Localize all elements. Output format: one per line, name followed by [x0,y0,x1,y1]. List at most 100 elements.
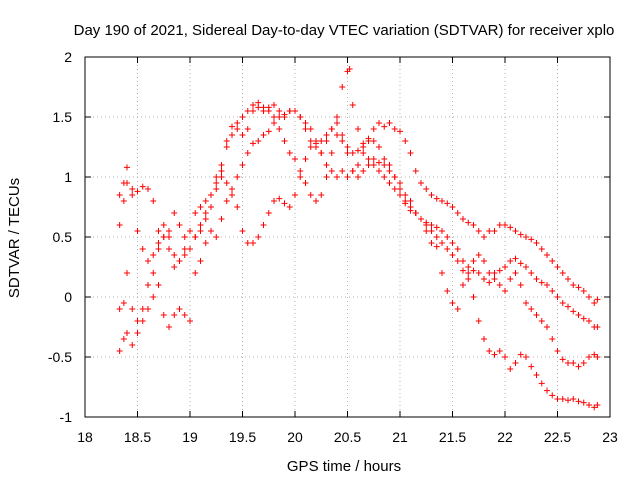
data-point [460,258,466,264]
data-point [244,150,251,156]
data-point [213,234,220,240]
data-point [591,300,598,306]
data-point [397,186,403,192]
data-point [120,198,127,204]
data-point [423,186,430,192]
data-point [208,192,214,198]
data-point [213,180,220,186]
data-point [323,174,330,180]
data-point [454,210,461,216]
data-point [129,192,136,198]
data-point [250,140,256,147]
data-point [139,246,146,252]
data-point [586,354,592,360]
data-point [470,222,477,228]
data-point [208,228,214,234]
data-point [260,222,267,228]
data-point [134,228,141,234]
data-point [565,360,571,366]
x-tick-label: 20.5 [334,429,361,445]
data-point [449,204,456,210]
data-point [139,183,146,190]
data-point [554,396,561,402]
data-point [234,126,241,132]
data-point [239,162,246,168]
data-point [323,162,330,168]
data-point [528,270,535,276]
data-point [323,138,330,144]
data-point [407,198,414,204]
data-point [307,138,314,144]
x-tick-label: 22.5 [544,429,571,445]
data-point [229,132,235,138]
data-point [181,252,188,258]
data-point [433,195,440,202]
data-point [370,156,377,162]
data-point [318,192,325,198]
data-point [286,150,293,156]
data-point [439,240,445,246]
data-point [355,147,361,154]
data-point [255,138,262,144]
data-point [465,276,472,282]
data-point [465,264,472,270]
data-point [554,264,561,270]
data-point [181,312,188,318]
data-point [171,252,178,258]
data-point [318,150,325,156]
data-point [412,210,419,216]
data-point [250,108,256,114]
data-point [481,276,487,282]
data-point [229,123,235,130]
data-point [139,318,146,324]
chart-title: Day 190 of 2021, Sidereal Day-to-day VTE… [74,22,615,39]
data-point [276,108,283,114]
data-point [334,132,340,138]
data-point [523,354,529,360]
data-point [120,300,127,306]
data-point [145,258,151,264]
data-point [145,186,151,192]
data-point [160,222,167,228]
data-point [428,240,435,246]
data-point [160,234,167,240]
data-point [507,276,514,282]
data-point [594,354,601,360]
data-point [265,128,272,135]
data-point [570,308,577,315]
data-point [376,120,382,126]
data-point [486,270,493,276]
data-point [533,312,540,318]
data-point [323,132,330,138]
data-point [346,66,353,72]
data-point [397,192,403,198]
data-point [171,312,178,318]
data-point [428,228,435,234]
data-point [407,204,414,210]
data-point [218,168,225,174]
data-point [213,174,220,180]
data-point [554,348,561,354]
data-point [523,300,529,306]
data-point [318,138,325,144]
data-point [276,195,283,202]
data-point [491,228,498,234]
data-point [512,228,519,234]
data-point [481,234,487,240]
data-point [465,270,472,276]
data-point [575,398,582,405]
data-point [271,198,277,204]
y-axis-label: SDTVAR / TECUs [6,178,23,298]
data-point [370,138,377,144]
data-point [549,288,556,294]
data-point [538,246,545,252]
data-point [223,198,230,204]
data-point [454,306,461,312]
data-point [507,258,514,264]
y-tick-label: -1 [60,409,73,425]
data-point [475,252,482,258]
data-point [370,126,377,132]
data-point [439,198,445,204]
data-point [223,180,230,186]
data-point [297,168,304,174]
